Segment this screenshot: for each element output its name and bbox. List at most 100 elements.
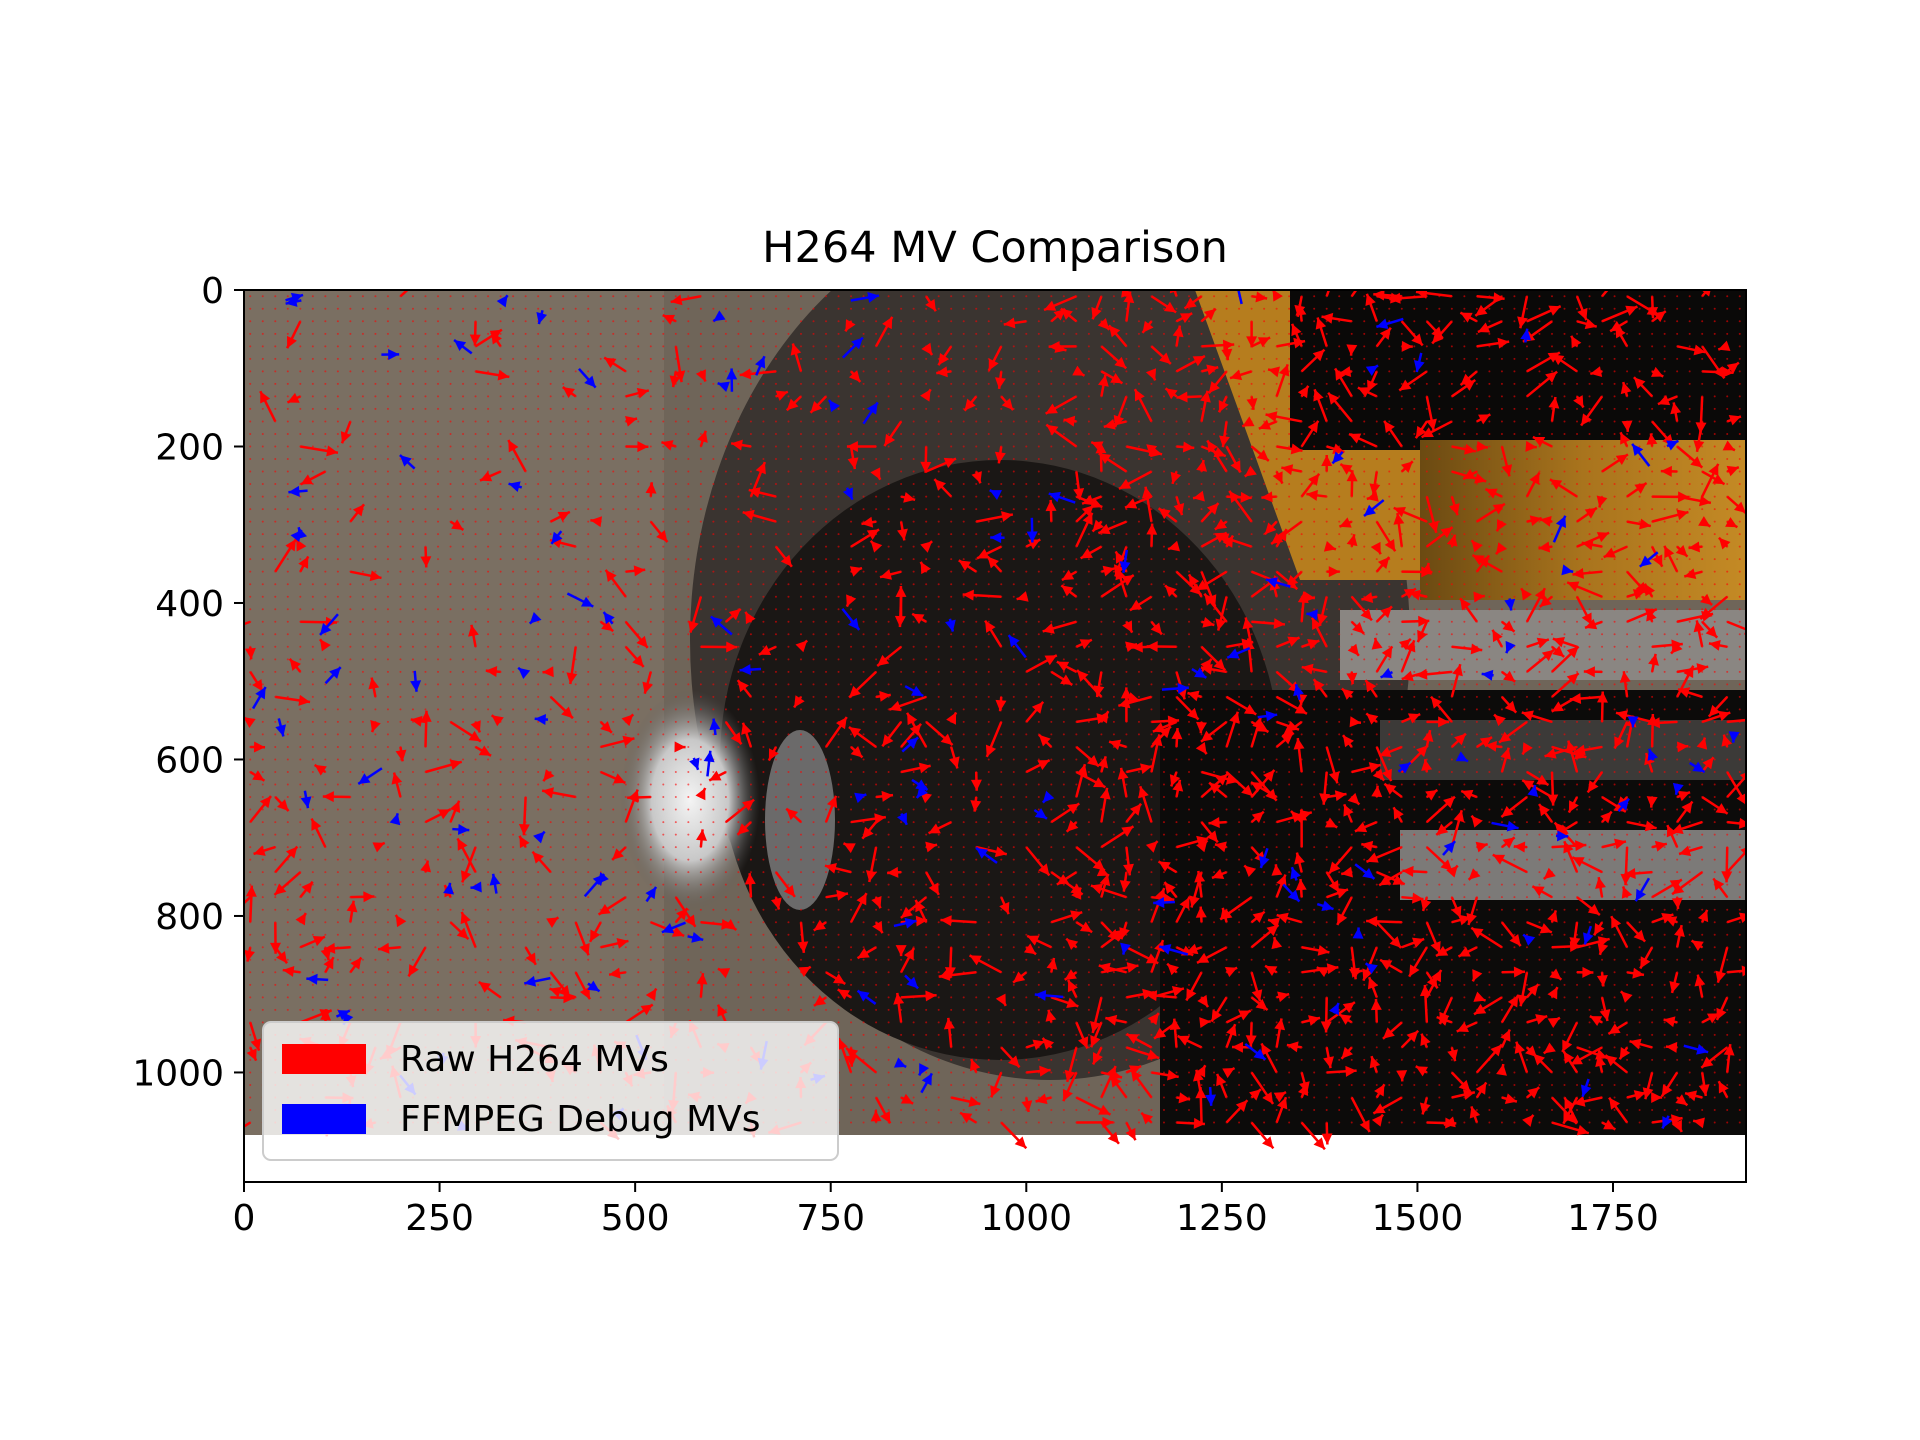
mv-zero-dot — [1288, 570, 1291, 573]
mv-zero-dot — [1688, 783, 1691, 786]
mv-zero-dot — [1663, 533, 1666, 536]
mv-zero-dot — [862, 708, 865, 711]
mv-zero-dot — [1513, 770, 1516, 773]
mv-zero-dot — [599, 758, 602, 761]
mv-zero-dot — [524, 520, 527, 523]
mv-zero-dot — [875, 758, 878, 761]
mv-zero-dot — [637, 645, 640, 648]
mv-zero-dot — [1663, 758, 1666, 761]
mv-zero-dot — [311, 407, 314, 410]
mv-zero-dot — [1275, 683, 1278, 686]
mv-zero-dot — [1500, 758, 1503, 761]
mv-zero-dot — [424, 370, 427, 373]
mv-zero-dot — [1037, 720, 1040, 723]
mv-zero-dot — [1087, 570, 1090, 573]
mv-zero-dot — [1463, 407, 1466, 410]
mv-zero-dot — [587, 332, 590, 335]
mv-zero-dot — [1613, 295, 1616, 298]
mv-zero-dot — [1400, 495, 1403, 498]
mv-zero-dot — [1638, 633, 1641, 636]
mv-zero-dot — [1626, 770, 1629, 773]
mv-zero-dot — [336, 758, 339, 761]
mv-zero-dot — [549, 545, 552, 548]
mv-zero-dot — [1688, 758, 1691, 761]
mv-zero-dot — [1601, 432, 1604, 435]
mv-zero-dot — [1738, 470, 1741, 473]
mv-zero-dot — [987, 483, 990, 486]
mv-zero-dot — [1563, 307, 1566, 310]
mv-zero-dot — [1250, 407, 1253, 410]
mv-zero-dot — [1125, 733, 1128, 736]
mv-zero-dot — [1400, 357, 1403, 360]
mv-zero-dot — [887, 720, 890, 723]
mv-zero-dot — [1425, 483, 1428, 486]
mv-zero-dot — [1463, 445, 1466, 448]
mv-zero-dot — [1338, 357, 1341, 360]
mv-zero-dot — [512, 608, 515, 611]
mv-zero-dot — [1238, 570, 1241, 573]
mv-zero-dot — [349, 458, 352, 461]
mv-zero-dot — [361, 583, 364, 586]
mv-zero-dot — [499, 758, 502, 761]
mv-zero-dot — [1062, 658, 1065, 661]
mv-zero-dot — [1150, 583, 1153, 586]
mv-zero-dot — [1438, 357, 1441, 360]
mv-zero-dot — [1025, 370, 1028, 373]
mv-zero-dot — [1112, 758, 1115, 761]
mv-zero-dot — [1000, 770, 1003, 773]
mv-zero-dot — [424, 633, 427, 636]
mv-zero-dot — [799, 620, 802, 623]
mv-zero-dot — [299, 583, 302, 586]
mv-zero-dot — [799, 808, 802, 811]
mv-zero-dot — [487, 307, 490, 310]
mv-zero-dot — [512, 683, 515, 686]
mv-zero-dot — [1713, 595, 1716, 598]
mv-zero-dot — [837, 345, 840, 348]
mv-zero-dot — [587, 558, 590, 561]
mv-zero-dot — [1137, 407, 1140, 410]
mv-zero-dot — [850, 345, 853, 348]
mv-zero-dot — [1263, 796, 1266, 799]
mv-zero-dot — [449, 670, 452, 673]
mv-zero-dot — [1488, 683, 1491, 686]
mv-zero-dot — [887, 558, 890, 561]
mv-zero-dot — [1000, 683, 1003, 686]
mv-zero-dot — [537, 508, 540, 511]
mv-zero-dot — [1388, 458, 1391, 461]
mv-zero-dot — [424, 307, 427, 310]
mv-zero-dot — [962, 345, 965, 348]
mv-zero-dot — [361, 332, 364, 335]
mv-zero-dot — [499, 320, 502, 323]
mv-zero-dot — [1313, 796, 1316, 799]
mv-zero-dot — [1438, 796, 1441, 799]
mv-zero-dot — [862, 320, 865, 323]
mv-zero-dot — [1250, 633, 1253, 636]
mv-zero-dot — [1626, 645, 1629, 648]
mv-zero-dot — [1300, 633, 1303, 636]
mv-zero-dot — [637, 783, 640, 786]
mv-zero-dot — [1300, 583, 1303, 586]
mv-zero-dot — [336, 545, 339, 548]
mv-zero-dot — [1275, 332, 1278, 335]
mv-zero-dot — [249, 332, 252, 335]
mv-zero-dot — [975, 295, 978, 298]
mv-zero-dot — [1000, 608, 1003, 611]
mv-zero-dot — [612, 633, 615, 636]
mv-zero-dot — [512, 495, 515, 498]
mv-zero-dot — [1425, 533, 1428, 536]
mv-zero-dot — [1162, 432, 1165, 435]
mv-zero-dot — [1513, 670, 1516, 673]
mv-zero-dot — [587, 407, 590, 410]
mv-zero-dot — [787, 670, 790, 673]
mv-zero-dot — [925, 683, 928, 686]
mv-zero-dot — [1137, 470, 1140, 473]
mv-zero-dot — [1688, 683, 1691, 686]
mv-zero-dot — [1400, 683, 1403, 686]
mv-zero-dot — [950, 545, 953, 548]
mv-zero-dot — [1225, 483, 1228, 486]
mv-zero-dot — [1000, 320, 1003, 323]
mv-zero-dot — [774, 470, 777, 473]
mv-zero-dot — [624, 320, 627, 323]
mv-zero-dot — [299, 633, 302, 636]
